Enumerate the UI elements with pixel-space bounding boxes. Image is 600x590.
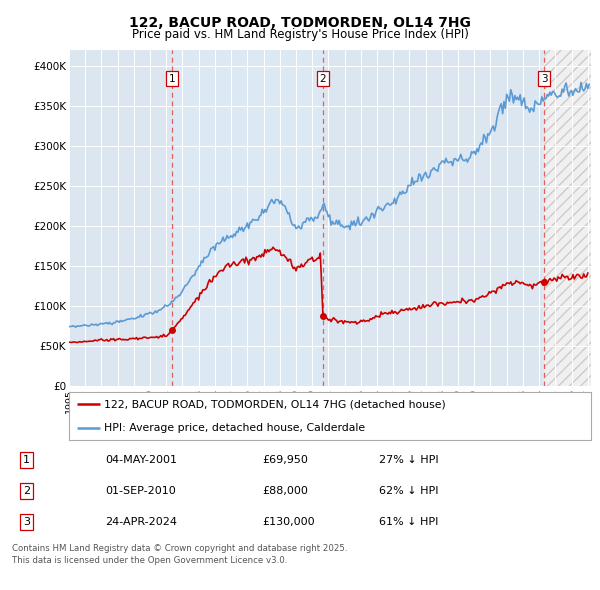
Text: 122, BACUP ROAD, TODMORDEN, OL14 7HG: 122, BACUP ROAD, TODMORDEN, OL14 7HG [129,16,471,30]
Text: 04-MAY-2001: 04-MAY-2001 [105,455,177,465]
Bar [544,50,591,386]
Text: 24-APR-2024: 24-APR-2024 [105,517,177,527]
Text: 62% ↓ HPI: 62% ↓ HPI [379,486,438,496]
Text: Price paid vs. HM Land Registry's House Price Index (HPI): Price paid vs. HM Land Registry's House … [131,28,469,41]
Text: 01-SEP-2010: 01-SEP-2010 [105,486,176,496]
Text: £69,950: £69,950 [262,455,308,465]
Text: 1: 1 [23,455,30,465]
Text: 3: 3 [23,517,30,527]
Text: 3: 3 [541,74,548,84]
Text: HPI: Average price, detached house, Calderdale: HPI: Average price, detached house, Cald… [104,423,365,432]
Text: 2: 2 [320,74,326,84]
Text: Contains HM Land Registry data © Crown copyright and database right 2025.
This d: Contains HM Land Registry data © Crown c… [12,544,347,565]
Text: 1: 1 [169,74,175,84]
Bar [544,50,591,386]
Text: 27% ↓ HPI: 27% ↓ HPI [379,455,438,465]
Text: 122, BACUP ROAD, TODMORDEN, OL14 7HG (detached house): 122, BACUP ROAD, TODMORDEN, OL14 7HG (de… [104,399,446,409]
Text: 61% ↓ HPI: 61% ↓ HPI [379,517,438,527]
Text: £88,000: £88,000 [262,486,308,496]
Text: £130,000: £130,000 [262,517,315,527]
Text: 2: 2 [23,486,30,496]
Bar [172,50,323,386]
